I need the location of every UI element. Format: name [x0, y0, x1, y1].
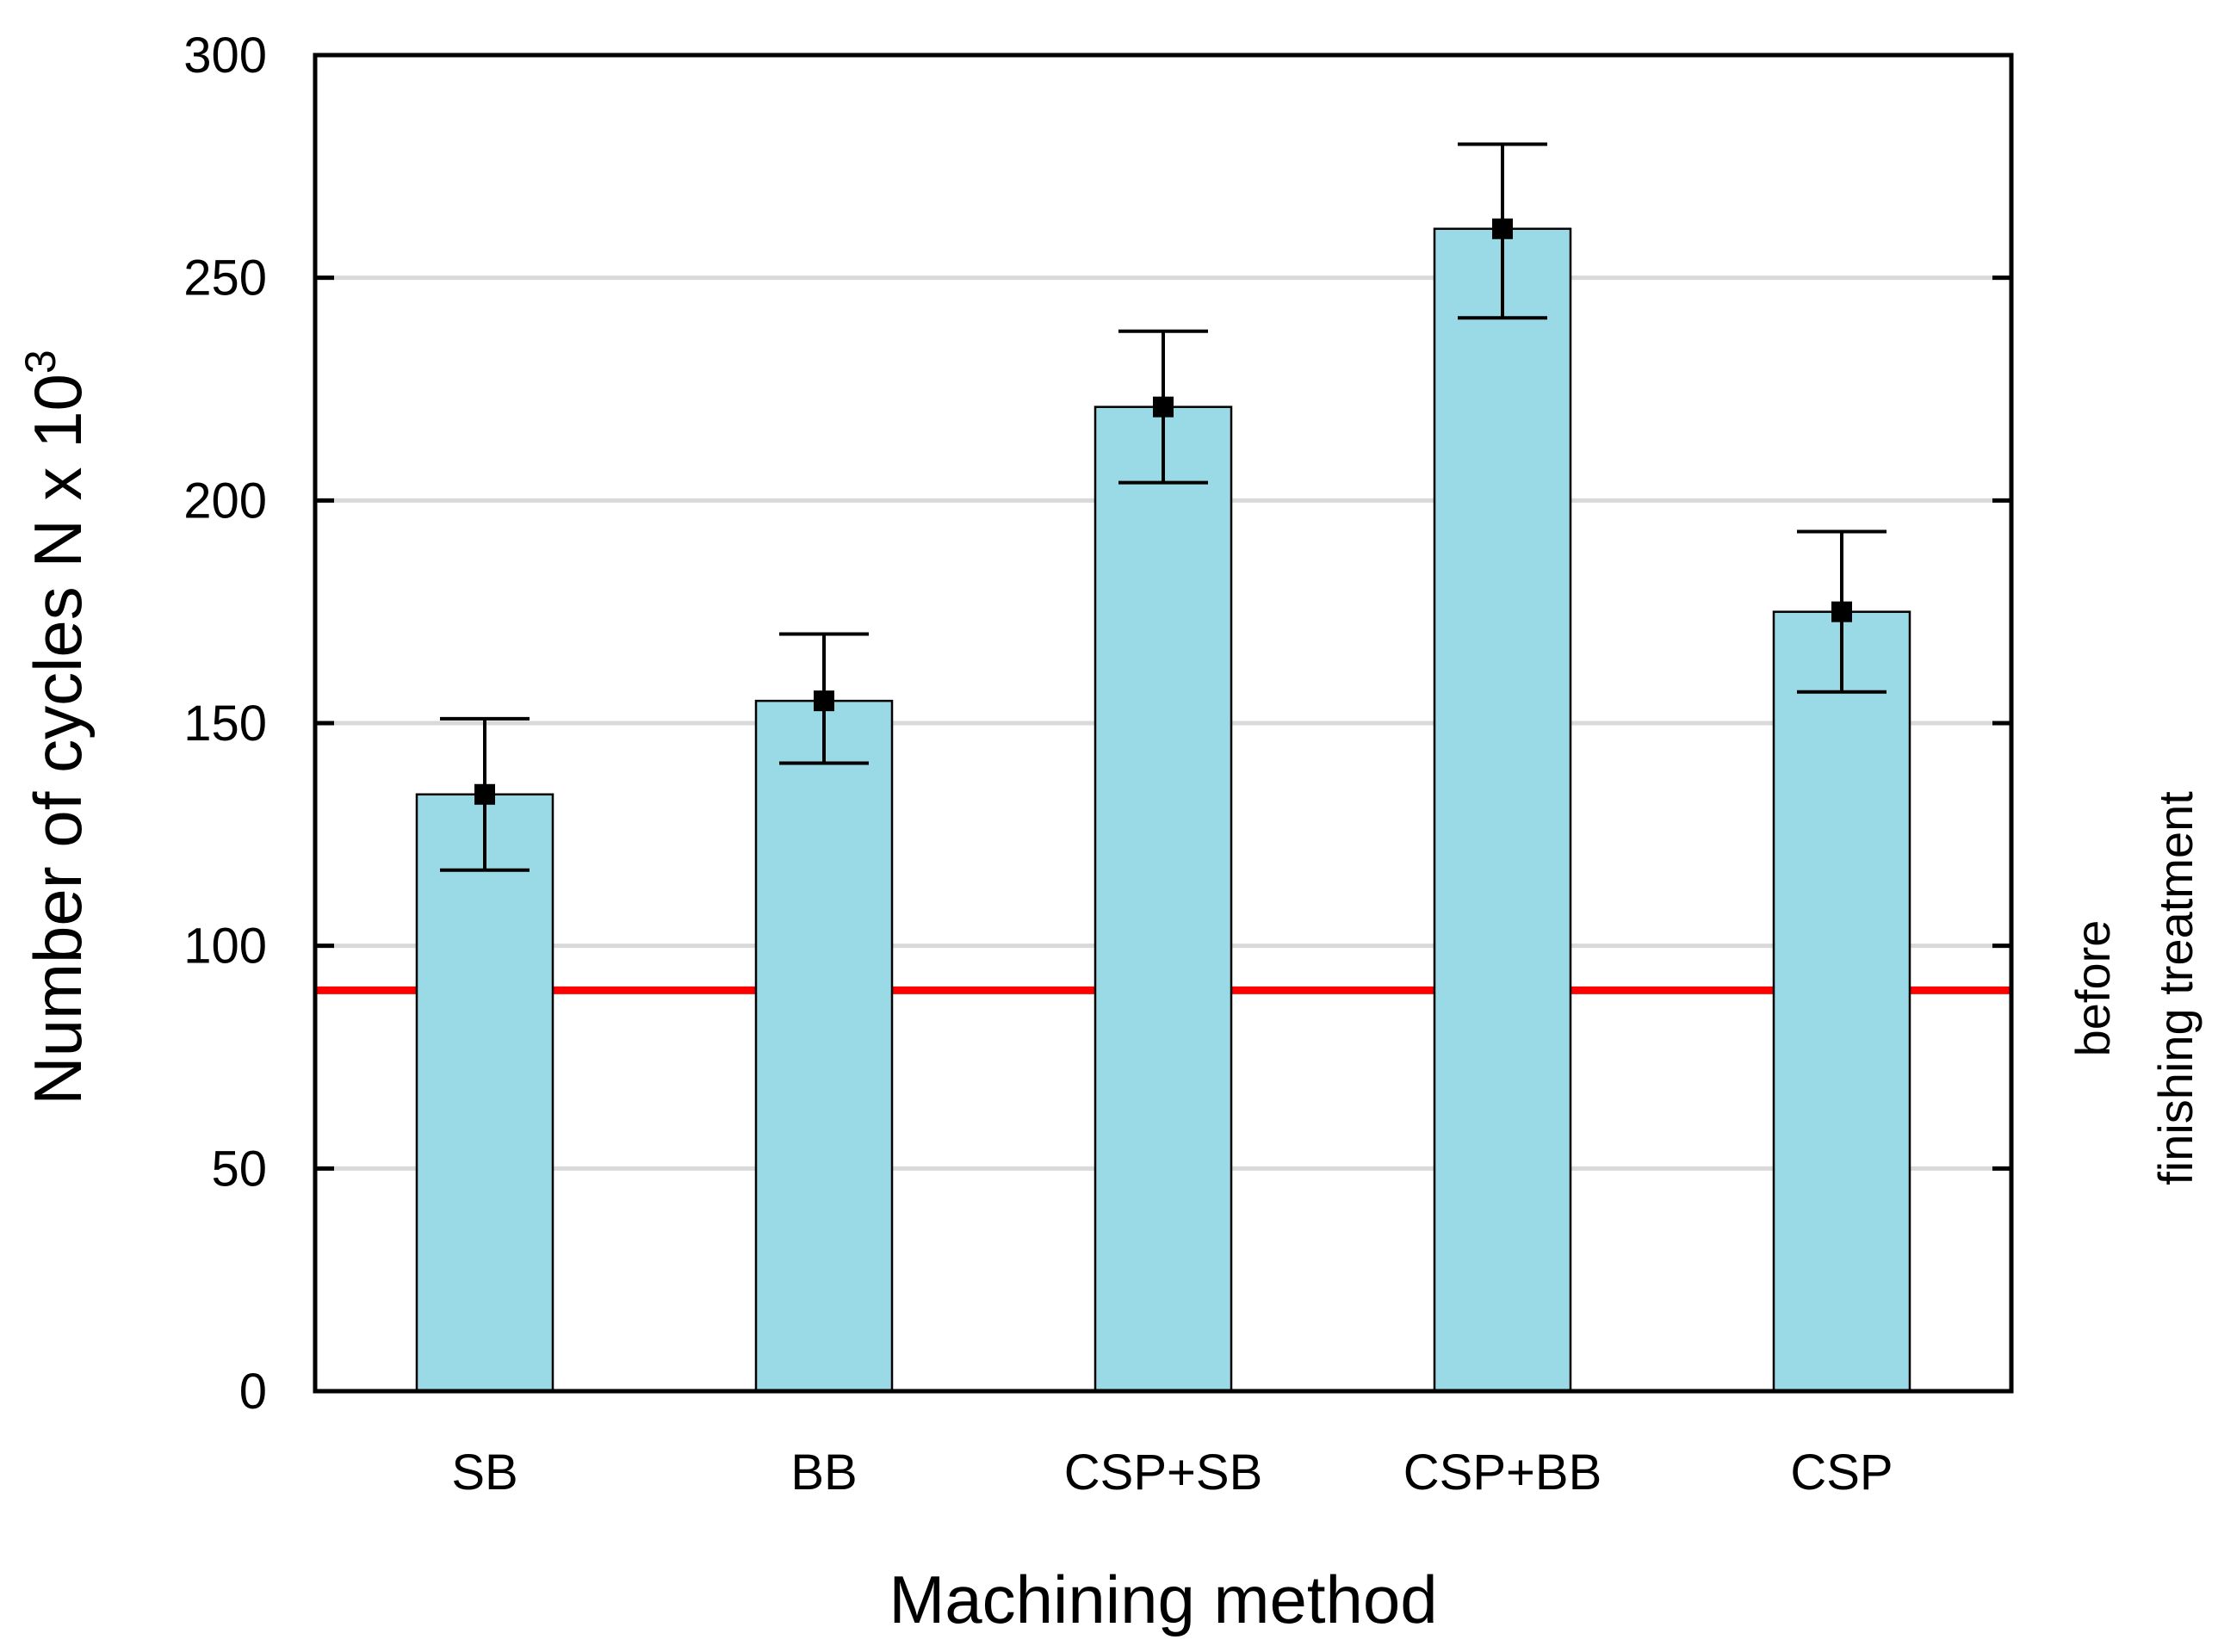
reference-label-before: before	[2066, 920, 2120, 1057]
x-tick-label-sb: SB	[451, 1445, 517, 1500]
y-tick-label-100: 100	[183, 919, 267, 974]
bar-sb	[415, 793, 554, 1393]
error-bars-group	[440, 142, 1887, 872]
axis-ticks	[315, 53, 2011, 1394]
y-axis-title-main: Number of cycles N x 10	[20, 374, 96, 1105]
y-tick-label-200: 200	[183, 473, 267, 529]
mean-marker-sb	[474, 783, 495, 805]
x-tick-label-csp-plus-bb: CSP+BB	[1403, 1445, 1602, 1500]
mean-marker-csp	[1831, 601, 1852, 622]
bar-csp-plus-bb	[1433, 227, 1572, 1393]
x-tick-labels: SB BB CSP+SB CSP+BB CSP	[451, 1445, 1893, 1500]
y-tick-label-0: 0	[239, 1364, 267, 1420]
x-axis-title: Machining method	[889, 1562, 1437, 1637]
y-tick-label-50: 50	[211, 1141, 267, 1197]
y-tick-labels: 0 50 100 150 200 250 300	[183, 28, 267, 1420]
mean-marker-bb	[814, 690, 834, 712]
y-tick-label-250: 250	[183, 251, 267, 306]
bar-csp	[1772, 610, 1911, 1393]
y-tick-label-300: 300	[183, 28, 267, 84]
y-tick-label-150: 150	[183, 696, 267, 752]
reference-label-finishing-treatment: finishing treatment	[2148, 791, 2203, 1185]
bar-bb	[754, 699, 894, 1393]
x-tick-label-bb: BB	[790, 1445, 857, 1500]
bar-csp-plus-sb	[1094, 405, 1233, 1393]
x-tick-label-csp-plus-sb: CSP+SB	[1064, 1445, 1263, 1500]
mean-marker-csp-plus-sb	[1153, 396, 1174, 418]
mean-marker-csp-plus-bb	[1492, 218, 1513, 239]
y-axis-title: Number of cycles N x 103	[16, 350, 96, 1104]
y-axis-title-superscript: 3	[16, 350, 65, 374]
x-tick-label-csp: CSP	[1790, 1445, 1893, 1500]
